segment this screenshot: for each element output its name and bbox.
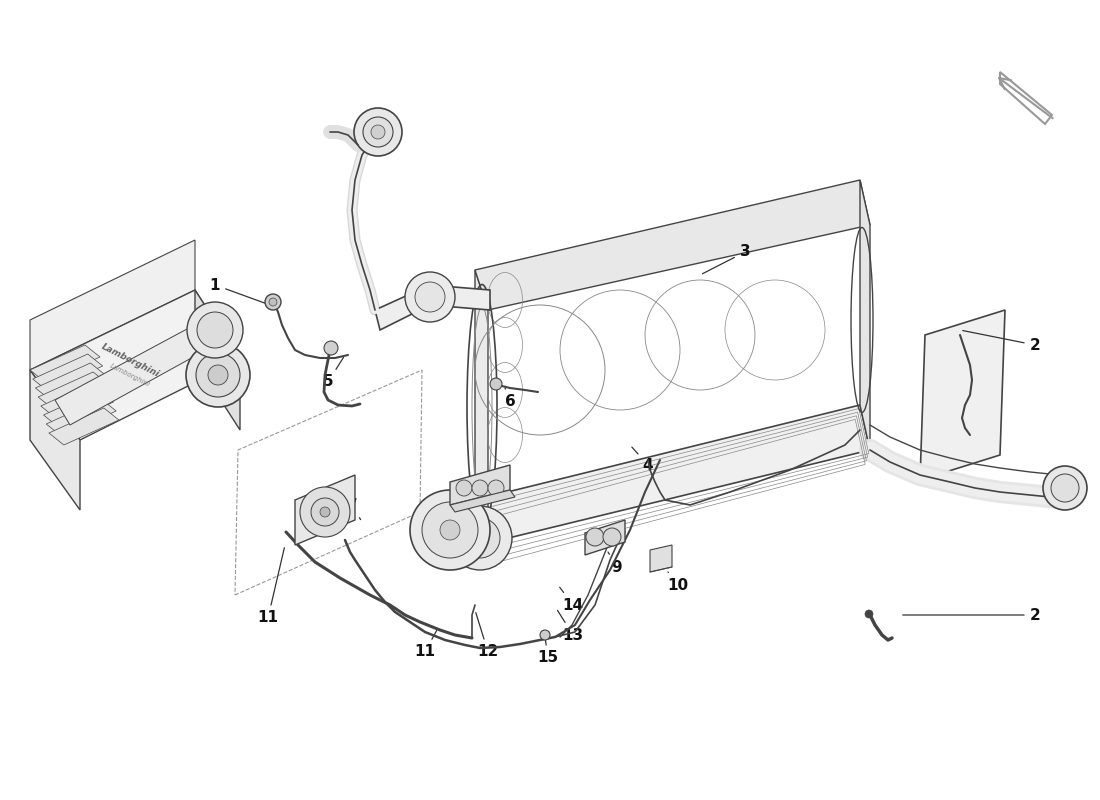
Polygon shape [195,290,240,430]
Text: 2: 2 [962,330,1041,353]
Polygon shape [920,310,1005,480]
Circle shape [324,341,338,355]
Circle shape [197,312,233,348]
Polygon shape [375,285,490,330]
Circle shape [415,282,446,312]
Text: 3: 3 [703,245,750,274]
Text: 15: 15 [538,640,559,666]
Polygon shape [475,270,488,543]
Polygon shape [650,545,672,572]
Circle shape [440,520,460,540]
Text: 7: 7 [346,498,361,520]
Text: 2: 2 [903,607,1041,622]
Circle shape [603,528,622,546]
Text: 11: 11 [415,630,437,659]
Text: Lamborghini: Lamborghini [99,342,161,378]
Text: 1: 1 [210,278,267,304]
Circle shape [265,294,280,310]
Polygon shape [860,180,870,450]
Polygon shape [41,381,111,418]
Circle shape [865,610,873,618]
Text: 6: 6 [505,388,516,410]
Text: 10: 10 [668,572,689,593]
Circle shape [540,630,550,640]
Polygon shape [33,354,102,391]
Circle shape [270,298,277,306]
Circle shape [472,480,488,496]
Polygon shape [44,390,113,427]
Circle shape [371,125,385,139]
Polygon shape [585,520,625,555]
Polygon shape [55,322,215,425]
Circle shape [410,490,490,570]
Circle shape [460,518,500,558]
Polygon shape [30,345,100,382]
Polygon shape [39,372,108,409]
Polygon shape [295,475,355,545]
Circle shape [405,272,455,322]
Text: 11: 11 [257,548,285,626]
Circle shape [488,480,504,496]
Polygon shape [30,240,195,370]
Polygon shape [30,290,240,440]
Circle shape [1043,466,1087,510]
Polygon shape [30,370,80,510]
Polygon shape [48,408,119,445]
Text: 12: 12 [476,613,498,659]
Polygon shape [46,399,117,436]
Circle shape [300,487,350,537]
Circle shape [311,498,339,526]
Polygon shape [35,363,106,400]
Circle shape [586,528,604,546]
Text: 9: 9 [608,552,623,574]
Polygon shape [475,180,870,310]
Text: 5: 5 [322,358,343,390]
Circle shape [208,365,228,385]
Text: 4: 4 [631,447,653,473]
Text: Lamborghini: Lamborghini [109,362,151,388]
Text: 14: 14 [560,587,584,613]
Circle shape [187,302,243,358]
Circle shape [354,108,402,156]
Circle shape [1050,474,1079,502]
Circle shape [186,343,250,407]
Circle shape [448,506,512,570]
Circle shape [422,502,478,558]
Polygon shape [450,490,515,512]
Polygon shape [450,465,510,505]
Circle shape [363,117,393,147]
Text: 13: 13 [558,610,584,642]
Circle shape [490,378,502,390]
Circle shape [320,507,330,517]
Text: 8: 8 [473,487,485,510]
Polygon shape [475,405,870,543]
Circle shape [456,480,472,496]
Circle shape [196,353,240,397]
